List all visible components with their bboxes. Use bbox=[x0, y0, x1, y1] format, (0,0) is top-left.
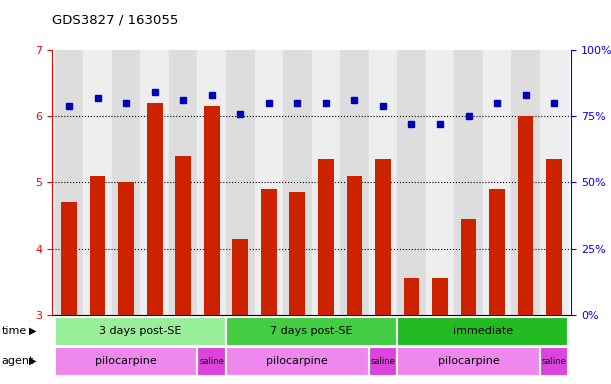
Text: pilocarpine: pilocarpine bbox=[95, 356, 157, 366]
Text: saline: saline bbox=[370, 357, 395, 366]
Bar bbox=[90, 176, 106, 315]
Bar bbox=[483, 50, 511, 315]
Bar bbox=[375, 159, 391, 315]
Text: pilocarpine: pilocarpine bbox=[437, 356, 499, 366]
Bar bbox=[397, 317, 568, 346]
Bar bbox=[432, 278, 448, 315]
Text: time: time bbox=[2, 326, 27, 336]
Bar bbox=[147, 103, 163, 315]
Bar bbox=[232, 239, 248, 315]
Bar bbox=[312, 50, 340, 315]
Bar bbox=[340, 50, 368, 315]
Bar bbox=[55, 317, 226, 346]
Bar bbox=[55, 347, 197, 376]
Text: immediate: immediate bbox=[453, 326, 513, 336]
Text: ▶: ▶ bbox=[29, 356, 37, 366]
Bar bbox=[397, 50, 426, 315]
Bar bbox=[290, 192, 305, 315]
Bar bbox=[226, 50, 255, 315]
Bar bbox=[489, 189, 505, 315]
Bar bbox=[55, 50, 83, 315]
Bar bbox=[461, 219, 477, 315]
Bar bbox=[255, 50, 283, 315]
Bar bbox=[397, 347, 540, 376]
Bar bbox=[141, 50, 169, 315]
Bar bbox=[197, 347, 226, 376]
Text: saline: saline bbox=[199, 357, 224, 366]
Bar bbox=[119, 182, 134, 315]
Text: saline: saline bbox=[542, 357, 566, 366]
Text: 3 days post-SE: 3 days post-SE bbox=[99, 326, 181, 336]
Text: GDS3827 / 163055: GDS3827 / 163055 bbox=[52, 13, 178, 26]
Bar bbox=[169, 50, 197, 315]
Bar bbox=[518, 116, 533, 315]
Bar bbox=[368, 50, 397, 315]
Bar bbox=[540, 347, 568, 376]
Bar bbox=[540, 50, 568, 315]
Bar bbox=[404, 278, 419, 315]
Bar bbox=[455, 50, 483, 315]
Bar bbox=[61, 202, 77, 315]
Bar bbox=[426, 50, 455, 315]
Bar bbox=[226, 347, 368, 376]
Bar bbox=[346, 176, 362, 315]
Bar bbox=[204, 106, 219, 315]
Text: agent: agent bbox=[2, 356, 34, 366]
Bar bbox=[197, 50, 226, 315]
Text: 7 days post-SE: 7 days post-SE bbox=[270, 326, 353, 336]
Bar bbox=[283, 50, 312, 315]
Bar bbox=[261, 189, 277, 315]
Text: pilocarpine: pilocarpine bbox=[266, 356, 328, 366]
Bar bbox=[83, 50, 112, 315]
Bar bbox=[226, 317, 397, 346]
Bar bbox=[318, 159, 334, 315]
Bar bbox=[368, 347, 397, 376]
Bar bbox=[175, 156, 191, 315]
Bar bbox=[511, 50, 540, 315]
Bar bbox=[546, 159, 562, 315]
Text: ▶: ▶ bbox=[29, 326, 37, 336]
Bar bbox=[112, 50, 141, 315]
